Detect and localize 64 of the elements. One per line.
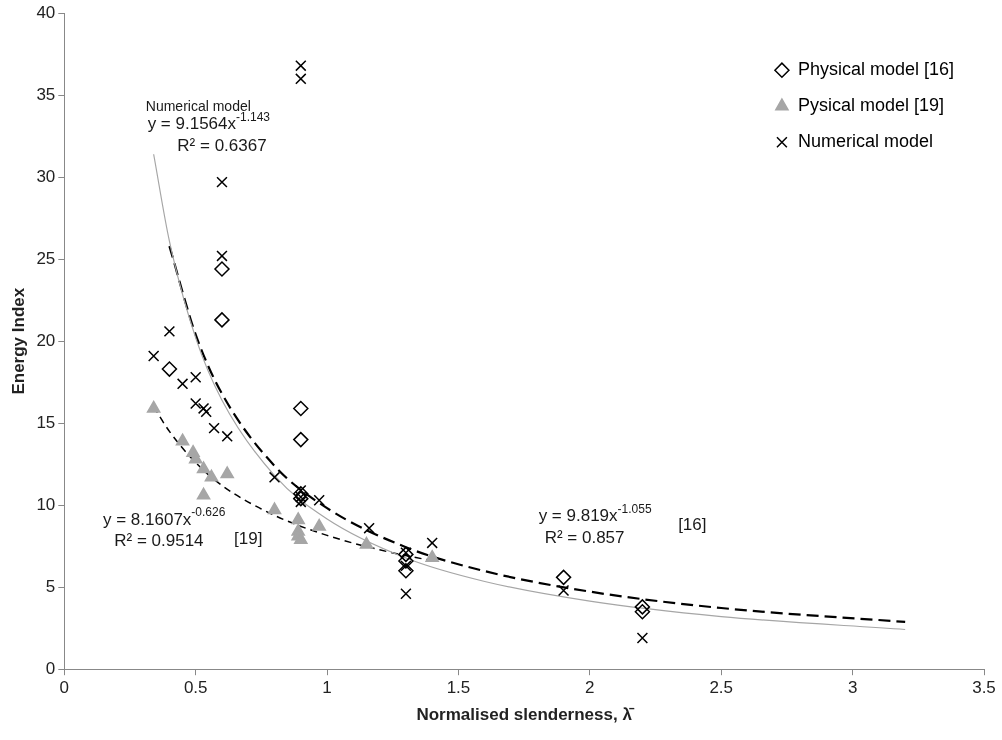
point — [634, 599, 651, 615]
x-tick-label: 2.5 — [709, 678, 734, 698]
point — [196, 461, 211, 474]
point — [363, 522, 375, 534]
point — [216, 176, 228, 188]
x-tick-label: 1.5 — [446, 678, 471, 698]
annotation: R² = 0.6367 — [177, 135, 267, 155]
legend-label: Pysical model [19] — [797, 95, 944, 116]
point — [196, 487, 211, 500]
y-tick-label: 30 — [36, 166, 56, 186]
point — [267, 502, 282, 515]
point — [214, 312, 230, 328]
y-tick-label: 5 — [45, 576, 56, 596]
y-tick-label: 0 — [45, 658, 56, 678]
y-tick-label: 25 — [36, 248, 56, 268]
legend-label: Numerical model — [797, 131, 933, 152]
point — [204, 469, 219, 482]
point — [293, 431, 309, 448]
point — [189, 371, 202, 383]
point — [197, 402, 210, 415]
y-tick-label: 35 — [36, 84, 56, 104]
point — [208, 422, 220, 434]
point — [220, 466, 235, 479]
y-tick-label: 20 — [36, 330, 56, 350]
legend-label: Physical model [16] — [797, 59, 954, 80]
y-tick-label: 10 — [36, 494, 56, 514]
x-tick-label: 1 — [322, 678, 332, 698]
y-tick-label: 40 — [36, 2, 56, 22]
point — [216, 250, 228, 262]
point — [313, 494, 325, 506]
point — [557, 584, 570, 597]
point — [291, 512, 305, 525]
point — [312, 518, 327, 531]
annotation: [16] — [678, 514, 707, 534]
point — [214, 261, 230, 277]
x-tick-label: 0 — [59, 678, 70, 698]
point — [555, 569, 572, 586]
annotation: R² = 0.9514 — [114, 530, 204, 550]
point — [425, 549, 439, 562]
point — [175, 433, 190, 446]
point — [147, 350, 160, 362]
point — [636, 632, 649, 644]
y-axis-title: Energy Index — [8, 287, 28, 395]
point — [426, 537, 438, 549]
point — [163, 325, 176, 338]
point — [146, 400, 161, 413]
annotation: R² = 0.857 — [544, 527, 625, 547]
x-axis-title: Normalised slenderness, λ̄ — [416, 705, 635, 725]
annotation: [19] — [234, 529, 263, 549]
point — [176, 378, 189, 390]
x-tick-label: 2 — [585, 678, 595, 698]
point — [359, 536, 374, 549]
point — [634, 604, 651, 620]
x-tick-label: 3.5 — [972, 678, 996, 698]
point — [200, 406, 212, 418]
x-tick-label: 3 — [847, 678, 858, 698]
point — [400, 588, 412, 600]
y-tick-label: 15 — [36, 412, 56, 432]
point — [161, 361, 178, 377]
point — [189, 397, 202, 410]
point — [221, 430, 233, 443]
point — [293, 400, 309, 417]
x-tick-label: 0.5 — [183, 678, 208, 698]
point — [268, 471, 281, 484]
